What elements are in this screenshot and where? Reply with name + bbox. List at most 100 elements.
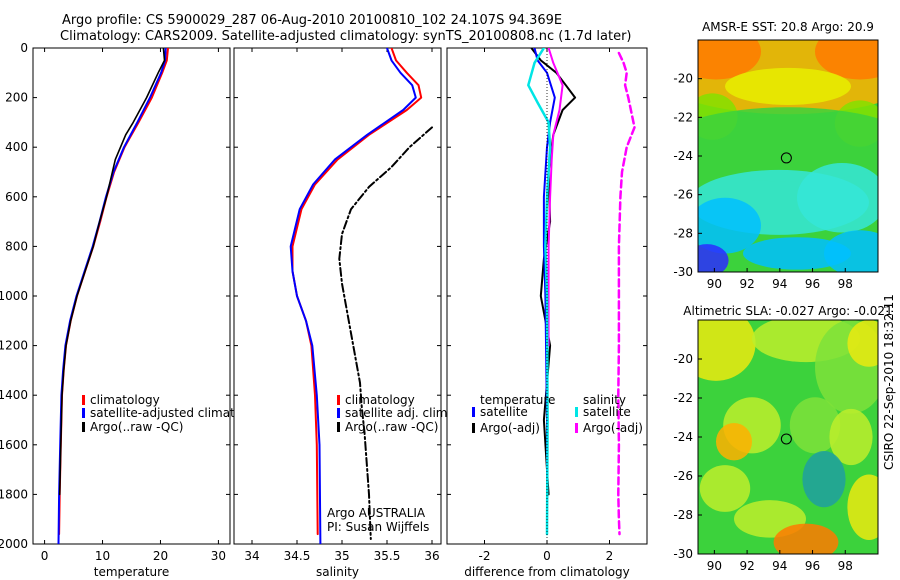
colour-patch [743, 237, 851, 270]
annotation-argo: Argo AUSTRALIA [327, 506, 426, 520]
legend-swatch [575, 423, 578, 433]
series-line [527, 48, 552, 536]
series-line [617, 51, 636, 536]
y-tick-label: -24 [673, 149, 693, 163]
legend-entry: Argo(..raw -QC) [345, 420, 438, 434]
sst-map-colour-patches [698, 40, 878, 272]
legend-entry: satellite [583, 405, 631, 419]
x-tick-label: -2 [479, 549, 491, 563]
difference-legend: temperature salinitysatelliteArgo(-adj)sa… [472, 393, 643, 435]
legend-swatch [82, 395, 85, 405]
x-tick-label: 36 [424, 549, 439, 563]
x-tick-label: 96 [805, 559, 820, 573]
y-tick-label: -26 [673, 469, 693, 483]
x-tick-label: 2 [606, 549, 614, 563]
legend-header: salinity [583, 393, 626, 407]
y-tick-label: -20 [673, 352, 693, 366]
legend-entry: Argo(-adj) [480, 421, 540, 435]
y-tick-label: 2000 [0, 537, 28, 551]
side-label: CSIRO 22-Sep-2010 18:32:11 [882, 294, 896, 470]
y-tick-label: 400 [5, 140, 28, 154]
annotation-pi: PI: Susan Wijffels [327, 520, 429, 534]
y-tick-label: 1600 [0, 438, 28, 452]
legend-entry: satellite adj. clim. [345, 406, 451, 420]
legend-entry: Argo(..raw -QC) [90, 420, 183, 434]
temperature-series [57, 48, 169, 544]
y-tick-label: -20 [673, 72, 693, 86]
colour-patch [725, 67, 851, 105]
x-tick-label: 10 [95, 549, 110, 563]
legend-entry: satellite [480, 405, 528, 419]
x-tick-label: 0 [41, 549, 49, 563]
x-tick-label: 30 [211, 549, 226, 563]
salinity-axes-box [233, 47, 442, 545]
x-tick-label: 34 [244, 549, 259, 563]
legend-swatch [575, 407, 578, 417]
salinity-series [289, 48, 433, 544]
y-tick-label: 800 [5, 239, 28, 253]
salinity-xlabel: salinity [316, 565, 359, 579]
legend-swatch [82, 422, 85, 432]
colour-patch [699, 465, 751, 512]
difference-xlabel: difference from climatology [464, 565, 630, 579]
salinity-panel: 34 34.5 35 35.5 36 salinity climatologysatelli… [233, 47, 451, 579]
colour-patch [698, 40, 761, 80]
x-tick-label: 96 [805, 277, 820, 291]
y-tick-label: 1400 [0, 388, 28, 402]
x-tick-label: 90 [707, 277, 722, 291]
x-tick-label: 94 [772, 277, 787, 291]
x-tick-label: 35 [334, 549, 349, 563]
colour-patch [698, 197, 761, 254]
colour-patch [802, 451, 846, 508]
y-tick-label: 1200 [0, 339, 28, 353]
x-tick-label: 94 [772, 559, 787, 573]
y-tick-label: -30 [673, 265, 693, 279]
temperature-xlabel: temperature [94, 565, 169, 579]
plot-title-line-1: Argo profile: CS 5900029_287 06-Aug-2010… [62, 13, 563, 28]
colour-patch [847, 474, 878, 540]
legend-swatch [472, 423, 475, 433]
y-tick-label: 600 [5, 190, 28, 204]
legend-swatch [82, 408, 85, 418]
x-tick-label: 20 [153, 549, 168, 563]
y-tick-label: -22 [673, 391, 693, 405]
colour-patch [847, 320, 878, 367]
y-tick-label: 200 [5, 91, 28, 105]
x-tick-label: 92 [739, 559, 754, 573]
x-tick-label: 98 [838, 559, 853, 573]
colour-patch [797, 162, 878, 233]
legend-entry: climatology [345, 393, 415, 407]
legend-entry: Argo(-adj) [583, 421, 643, 435]
x-tick-label: 0 [543, 549, 551, 563]
temperature-axes-box [32, 47, 231, 545]
y-tick-label: 1000 [0, 289, 28, 303]
colour-patch [698, 244, 729, 272]
legend-swatch [337, 408, 340, 418]
x-tick-label: 98 [838, 277, 853, 291]
colour-patch [716, 422, 752, 461]
colour-patch [789, 397, 841, 454]
y-tick-label: 1800 [0, 487, 28, 501]
x-tick-label: 92 [739, 277, 754, 291]
colour-patch [773, 523, 839, 554]
series-line [58, 48, 166, 496]
legend-swatch [472, 407, 475, 417]
legend-entry: satellite-adjusted climatology [90, 406, 268, 420]
sst-map-title: AMSR-E SST: 20.8 Argo: 20.9 [702, 20, 874, 34]
series-line [289, 48, 417, 544]
x-tick-label: 90 [707, 559, 722, 573]
colour-patch [815, 40, 878, 80]
series-line [338, 126, 433, 540]
difference-panel: -2 0 2 difference from climatology temperatu… [446, 47, 648, 579]
y-tick-label: -28 [673, 508, 693, 522]
plot-title-line-2: Climatology: CARS2009. Satellite-adjuste… [60, 29, 632, 44]
y-tick-label: -30 [673, 547, 693, 561]
legend-swatch [337, 422, 340, 432]
x-tick-label: 35.5 [374, 549, 401, 563]
sla-map-panel: Altimetric SLA: -0.027 Argo: -0.021 -20 -2… [673, 304, 892, 573]
y-tick-label: 0 [20, 41, 28, 55]
y-tick-label: -28 [673, 226, 693, 240]
